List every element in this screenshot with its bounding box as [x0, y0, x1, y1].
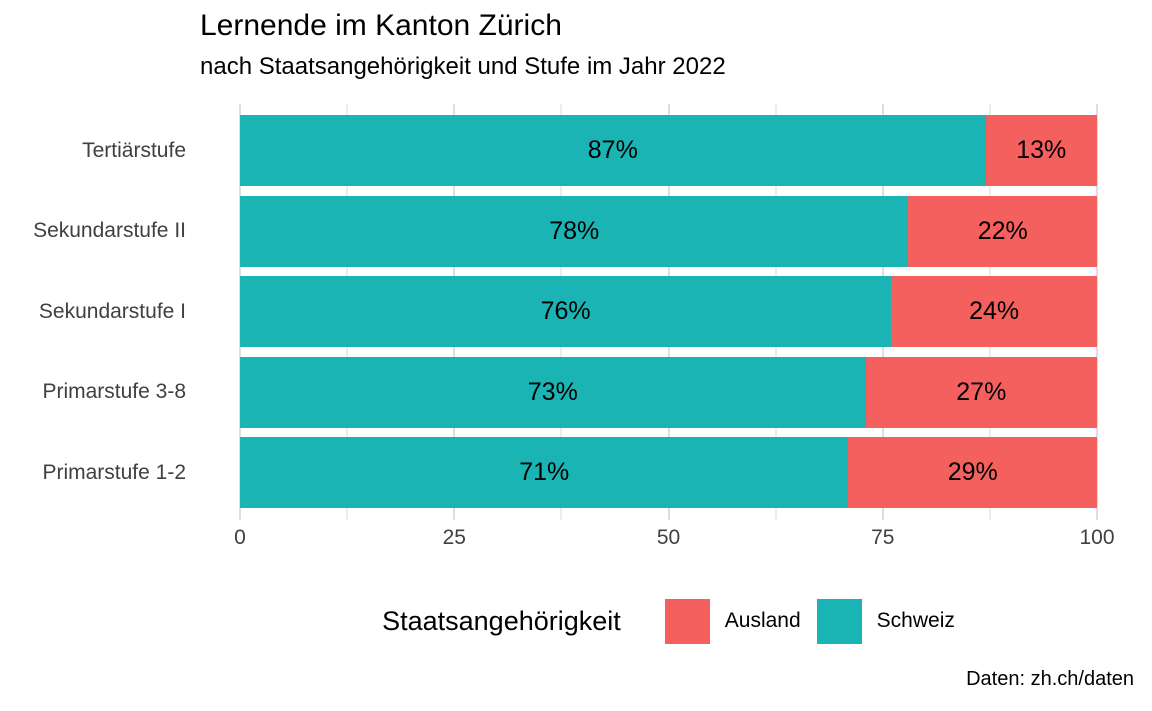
bar-value-label: 22% [977, 216, 1028, 245]
bar-row-terti-rstufe: 87% 13% [240, 115, 1097, 186]
legend-items: Ausland Schweiz [664, 598, 955, 644]
bar-value-label: 76% [540, 297, 591, 326]
legend-item-ausland: Ausland [664, 598, 801, 644]
y-axis-label: Sekundarstufe II [33, 219, 186, 243]
bar-value-label: 87% [587, 136, 638, 164]
bar-value-label: 13% [1016, 136, 1067, 164]
bar-segment-ausland: 13% [985, 115, 1097, 186]
caption: Daten: zh.ch/daten [966, 668, 1134, 690]
bar-value-label: 71% [519, 458, 570, 487]
chart-title: Lernende im Kanton Zürich [200, 9, 562, 42]
gridline-major [1096, 104, 1098, 520]
y-axis-label: Sekundarstufe I [38, 299, 186, 323]
x-axis-labels: 0 25 50 75 100 [234, 526, 1114, 552]
bar-segment-schweiz: 73% [240, 356, 866, 428]
x-axis-tick-label: 100 [1079, 526, 1115, 549]
legend: Staatsangehörigkeit Ausland Schweiz [240, 594, 1097, 648]
bar-segment-ausland: 27% [865, 356, 1097, 428]
bar-row-primarstufe-1-2: 71% 29% [240, 437, 1097, 509]
bar-value-label: 73% [527, 377, 578, 406]
bar-segment-schweiz: 78% [240, 195, 909, 267]
x-axis-tick-label: 75 [871, 526, 895, 549]
bar-segment-schweiz: 76% [240, 276, 892, 348]
bar-segment-schweiz: 71% [240, 437, 849, 509]
legend-swatch-ausland [664, 598, 710, 644]
bar-segment-ausland: 24% [891, 276, 1097, 348]
bar-value-label: 27% [956, 377, 1007, 406]
bar-value-label: 78% [549, 216, 600, 245]
plot-panel: 87% 13% 78% 22% 76% 24% 73% 27% 71% 29% [239, 104, 1098, 520]
bar-value-label: 24% [969, 297, 1020, 326]
bar-segment-ausland: 29% [848, 437, 1097, 509]
y-axis-label: Tertiärstufe [82, 138, 186, 162]
bar-value-label: 29% [947, 458, 998, 487]
x-axis-tick-label: 25 [442, 526, 466, 549]
bar-row-sekundarstufe-i: 76% 24% [240, 276, 1097, 348]
legend-label: Ausland [724, 609, 801, 632]
legend-label: Schweiz [876, 609, 955, 632]
legend-swatch-schweiz [816, 598, 862, 644]
x-axis-tick-label: 0 [234, 526, 246, 549]
x-axis-tick-label: 50 [656, 526, 681, 549]
legend-item-schweiz: Schweiz [816, 598, 955, 644]
bar-segment-schweiz: 87% [240, 115, 986, 186]
bar-row-sekundarstufe-ii: 78% 22% [240, 195, 1097, 267]
legend-title: Staatsangehörigkeit [382, 605, 621, 636]
y-axis-label: Primarstufe 3-8 [42, 380, 186, 404]
y-axis-labels: Tertiärstufe Sekundarstufe II Sekundarstuf… [0, 104, 186, 520]
bar-segment-ausland: 22% [908, 195, 1097, 267]
bar-row-primarstufe-3-8: 73% 27% [240, 356, 1097, 428]
y-axis-label: Primarstufe 1-2 [42, 460, 186, 484]
chart-subtitle: nach Staatsangehörigkeit und Stufe im Ja… [200, 53, 726, 80]
